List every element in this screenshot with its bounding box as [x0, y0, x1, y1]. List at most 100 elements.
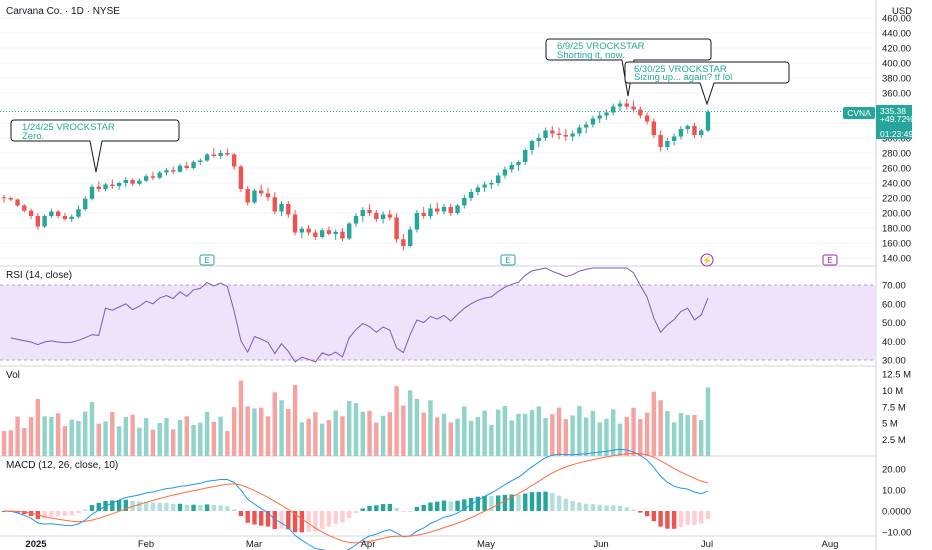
macd-hist-bar	[319, 511, 325, 529]
volume-bar	[340, 416, 345, 456]
volume-title: Vol	[6, 370, 20, 381]
candle-body	[644, 115, 650, 122]
annotation-1[interactable]: 1/24/25 VROCKSTAR Zero.	[10, 119, 180, 173]
price-tick-label: 380.00	[882, 74, 911, 85]
macd-hist-bar	[184, 504, 189, 511]
volume-bar	[1, 431, 7, 456]
candle-body	[333, 231, 338, 234]
candle-body	[678, 129, 684, 137]
volume-bar	[8, 430, 13, 456]
volume-tick-label: 7.5 M	[882, 402, 906, 413]
candle-body	[401, 239, 406, 246]
lightning-icon	[700, 253, 714, 267]
macd-hist-bar	[380, 504, 386, 511]
volume-bar	[380, 415, 386, 456]
macd-hist-bar	[590, 504, 596, 511]
candle-body	[211, 154, 217, 156]
volume-bar	[651, 391, 657, 456]
volume-bar	[252, 408, 257, 456]
candle-body	[448, 207, 453, 213]
macd-tick-label: −10.00	[882, 528, 911, 539]
macd-hist-bar	[157, 502, 162, 511]
macd-hist-bar	[631, 509, 636, 511]
candle-body	[8, 198, 13, 200]
annotation-3[interactable]: 6/30/25 VROCKSTAR Sizing up... again? tf…	[624, 61, 790, 106]
volume-bars	[1, 380, 711, 456]
symbol-title: Carvana Co. · 1D · NYSE	[6, 6, 120, 17]
event-marker-1[interactable]: E	[199, 254, 215, 266]
macd-hist-bar	[76, 511, 81, 514]
volume-bar	[103, 421, 108, 456]
candle-body	[407, 229, 413, 246]
macd-hist-bar	[83, 509, 88, 511]
volume-bar	[692, 415, 697, 456]
volume-bar	[211, 421, 217, 456]
annotation-2-author: 6/9/25 VROCKSTAR	[557, 41, 645, 52]
time-tick-label: Aug	[822, 539, 839, 550]
price-tick-label: 160.00	[882, 239, 911, 250]
macd-hist-bar	[550, 493, 555, 511]
volume-bar	[617, 423, 623, 456]
volume-bar	[225, 431, 230, 456]
candle-body	[231, 154, 237, 167]
time-tick-label: Apr	[361, 539, 376, 550]
candle-body	[543, 130, 548, 138]
candle-body	[204, 154, 210, 161]
volume-bar	[15, 416, 20, 456]
volume-bar	[387, 412, 393, 456]
candle-body	[89, 186, 95, 199]
macd-hist-bar	[22, 511, 27, 515]
candle-body	[360, 210, 365, 216]
event-marker-3[interactable]: ⚡	[700, 253, 714, 267]
candle-body	[523, 150, 528, 162]
candle-body	[631, 106, 636, 110]
macd-tick-label: 20.00	[882, 465, 906, 476]
event-marker-4[interactable]: E	[822, 254, 838, 266]
last-price-tags: CVNA 335.38 +49.72% 01:23:49	[843, 105, 914, 139]
candle-body	[265, 193, 271, 198]
candle-body	[279, 204, 284, 212]
candle-body	[313, 232, 318, 237]
macd-hist-bar	[374, 505, 379, 511]
candle-body	[428, 208, 433, 216]
volume-bar	[482, 410, 487, 456]
rsi-tick-label: 60.00	[882, 299, 906, 310]
volume-bar	[326, 419, 332, 456]
macd-hist-bar	[347, 511, 352, 518]
macd-hist-bar	[143, 501, 149, 511]
macd-hist-bar	[279, 511, 284, 529]
macd-hist-bar	[360, 508, 365, 511]
currency-label: USD	[892, 6, 912, 17]
candle-body	[259, 190, 264, 194]
macd-hist-bar	[543, 491, 548, 511]
candle-body	[414, 213, 420, 230]
macd-hist-bar	[367, 505, 372, 511]
candle-body	[692, 126, 697, 135]
candle-body	[509, 165, 514, 170]
volume-bar	[319, 423, 325, 456]
volume-bar	[516, 413, 521, 456]
macd-hist-bar	[692, 511, 697, 525]
volume-bar	[35, 398, 41, 456]
candle-body	[83, 198, 88, 210]
volume-bar	[265, 416, 271, 456]
macd-hist-bar	[448, 501, 453, 511]
macd-hist-bar	[577, 502, 582, 511]
event-marker-2[interactable]: E	[500, 254, 516, 266]
time-axis[interactable]: 2025 Feb Mar Apr May Jun Jul Aug	[25, 539, 838, 550]
macd-hist-bar	[455, 500, 460, 511]
candle-body	[624, 103, 629, 107]
macd-hist-bar	[191, 504, 196, 511]
volume-tick-label: 5 M	[882, 419, 898, 430]
volume-bar	[313, 412, 318, 456]
macd-hist-bar	[529, 492, 535, 511]
ticker-tag-bg	[843, 107, 875, 119]
macd-hist-bar	[644, 511, 650, 517]
volume-tick-label: 2.5 M	[882, 435, 906, 446]
macd-hist-bar	[583, 503, 589, 511]
volume-bar	[231, 407, 237, 456]
volume-bar	[597, 422, 602, 456]
volume-bar	[658, 400, 663, 456]
candle-body	[49, 211, 54, 216]
